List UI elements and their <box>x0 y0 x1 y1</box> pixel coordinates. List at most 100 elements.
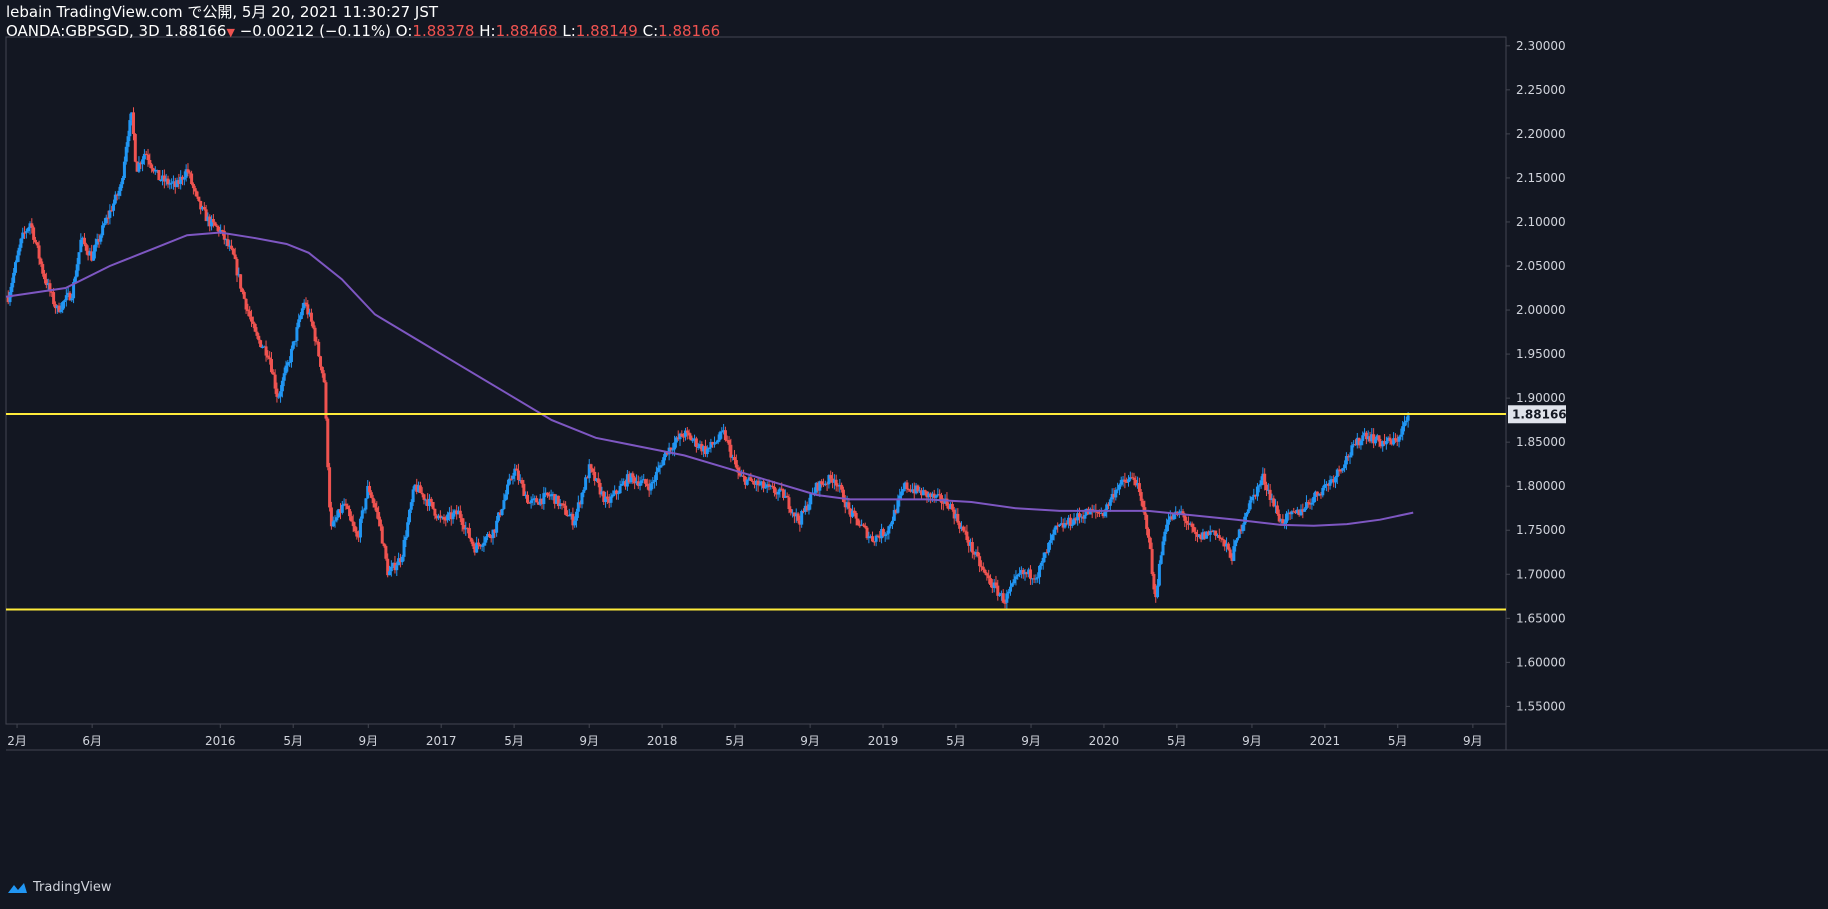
candle-body <box>990 584 994 588</box>
candle-body <box>985 573 989 576</box>
candle-body <box>1183 515 1187 521</box>
candle-body <box>373 503 377 508</box>
candle-body <box>407 509 411 523</box>
candle-body <box>760 481 764 485</box>
candle-body <box>171 181 175 183</box>
time-tick-label: 5月 <box>1388 734 1408 748</box>
candle-body <box>478 544 482 547</box>
candle-body <box>415 484 419 492</box>
candle-body <box>789 509 793 513</box>
candle-body <box>1076 513 1080 521</box>
candle-body <box>188 172 192 174</box>
candle-body <box>567 515 571 517</box>
candle-body <box>863 525 867 528</box>
candle-body <box>812 492 816 494</box>
candle-body <box>1252 494 1256 497</box>
candle-body <box>1016 574 1020 577</box>
candle-body <box>664 451 668 458</box>
candle-body <box>279 391 283 397</box>
candle-body <box>1085 508 1089 516</box>
candle-body <box>1010 583 1014 587</box>
candle-body <box>1214 530 1218 536</box>
candle-body <box>348 509 352 517</box>
candle-body <box>1344 455 1348 465</box>
candle-body <box>1361 435 1365 441</box>
candle-body <box>1077 513 1081 518</box>
candle-body <box>1072 518 1076 525</box>
symbol-label[interactable]: OANDA:GBPSGD, 3D <box>6 22 160 40</box>
candle-body <box>524 494 528 496</box>
candle-body <box>299 315 303 320</box>
candle-body <box>1292 511 1296 513</box>
price-tick-label: 2.15000 <box>1516 171 1566 185</box>
candle-body <box>23 232 27 234</box>
candle-body <box>1056 525 1060 527</box>
candle-body <box>845 502 849 508</box>
time-tick-label: 2021 <box>1310 734 1341 748</box>
candle-body <box>1310 502 1314 505</box>
candle-body <box>340 504 344 513</box>
candle-body <box>164 178 168 182</box>
candle-body <box>329 507 333 527</box>
candle-body <box>1232 546 1236 561</box>
tradingview-logo[interactable]: TradingView <box>6 880 112 895</box>
candle-body <box>780 488 784 490</box>
candle-body <box>108 210 112 218</box>
candle-body <box>1194 531 1198 535</box>
candle-body <box>778 488 782 492</box>
candle-body <box>671 449 675 451</box>
candle-body <box>24 231 28 233</box>
candle-body <box>800 511 804 525</box>
price-tick-label: 2.05000 <box>1516 259 1566 273</box>
candle-body <box>319 356 323 367</box>
candle-body <box>762 481 766 489</box>
time-tick-label: 9月 <box>579 734 599 748</box>
candle-body <box>535 498 539 503</box>
candle-body <box>491 529 495 539</box>
candle-body <box>142 153 146 160</box>
candle-body <box>858 525 862 527</box>
candle-body <box>1234 540 1238 547</box>
candle-body <box>1157 563 1161 586</box>
candle-body <box>651 481 655 484</box>
candle-body <box>952 509 956 519</box>
candle-body <box>206 216 210 222</box>
candle-body <box>847 502 851 509</box>
candle-body <box>805 505 809 511</box>
candle-body <box>667 447 671 455</box>
candle-body <box>1206 531 1210 535</box>
candle-body <box>1366 436 1370 440</box>
candle-body <box>253 323 257 332</box>
candle-body <box>228 245 232 247</box>
candle-body <box>969 542 973 546</box>
candle-body <box>464 527 468 530</box>
candle-body <box>545 492 549 496</box>
horizontal-levels-layer[interactable] <box>6 412 1506 611</box>
candle-body <box>840 484 844 490</box>
candle-body <box>371 497 375 504</box>
candle-body <box>1388 437 1392 441</box>
candle-body <box>273 374 277 389</box>
candle-body <box>645 483 649 487</box>
candle-body <box>751 480 755 483</box>
candle-body <box>137 162 141 172</box>
candle-body <box>709 442 713 448</box>
time-axis[interactable]: 2月 6月 2016 5月 9月 2017 5月 9月 2018 5月 9月 2019 5月 9月 2020… <box>7 724 1483 748</box>
candle-body <box>280 380 284 392</box>
close-label: C: <box>642 22 659 40</box>
candle-body <box>219 230 223 233</box>
candle-body <box>1245 512 1249 517</box>
candle-body <box>896 499 900 513</box>
candle-body <box>1112 493 1116 498</box>
candle-body <box>747 477 751 480</box>
candle-body <box>1239 529 1243 532</box>
candle-body <box>950 504 954 510</box>
candle-body <box>1116 489 1120 491</box>
candle-body <box>1043 552 1047 558</box>
candle-body <box>484 537 488 543</box>
price-axis[interactable]: 2.30000 2.25000 2.20000 2.15000 2.10000 2.050… <box>1506 39 1567 714</box>
candle-body <box>1079 516 1083 518</box>
candle-body <box>769 485 773 487</box>
candle-body <box>1337 469 1341 471</box>
